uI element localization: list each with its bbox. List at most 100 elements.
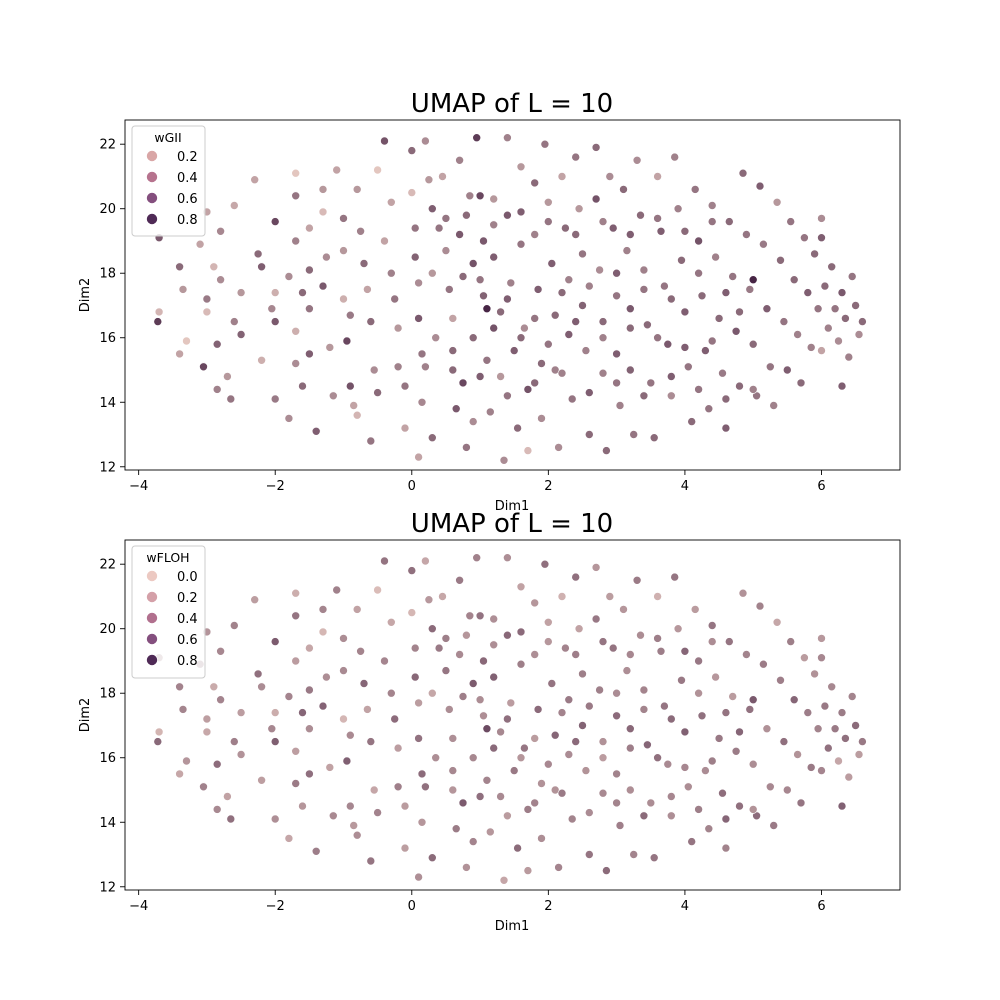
data-point xyxy=(602,446,611,455)
data-point xyxy=(690,605,700,614)
data-point xyxy=(571,737,581,746)
data-point xyxy=(639,265,649,275)
data-point xyxy=(417,397,427,407)
data-point xyxy=(202,727,212,737)
x-axis-label: Dim1 xyxy=(495,499,530,514)
data-point xyxy=(236,288,246,297)
data-point xyxy=(212,385,222,394)
data-point xyxy=(581,766,591,775)
data-point xyxy=(448,734,458,743)
data-point xyxy=(291,168,301,178)
data-point xyxy=(615,821,625,830)
legend-label: 0.8 xyxy=(177,654,198,669)
data-point xyxy=(298,708,307,717)
data-point xyxy=(202,307,212,317)
data-point xyxy=(772,198,782,207)
data-point xyxy=(564,275,574,285)
data-point xyxy=(236,330,246,339)
x-tick-label: −4 xyxy=(129,899,148,914)
y-tick-label: 20 xyxy=(99,622,116,637)
data-point xyxy=(537,414,546,423)
data-point xyxy=(584,850,594,859)
data-point xyxy=(694,688,703,698)
x-tick-label: 0 xyxy=(408,899,416,914)
data-point xyxy=(345,730,355,740)
legend-marker xyxy=(146,612,158,624)
data-point xyxy=(441,634,451,643)
data-point xyxy=(735,801,744,811)
data-point xyxy=(557,788,567,798)
plot-area xyxy=(124,539,901,891)
data-point xyxy=(779,317,789,326)
data-point xyxy=(462,630,471,640)
data-point xyxy=(489,194,499,204)
data-point xyxy=(322,252,331,262)
data-point xyxy=(298,801,307,811)
data-point xyxy=(724,637,734,646)
data-point xyxy=(827,262,837,272)
legend-label: 0.8 xyxy=(177,213,198,228)
data-point xyxy=(694,385,703,394)
data-point xyxy=(199,362,208,372)
data-point xyxy=(591,614,601,624)
data-point xyxy=(540,139,550,149)
data-point xyxy=(202,294,212,304)
data-point xyxy=(721,394,731,404)
data-point xyxy=(489,672,499,682)
data-point xyxy=(612,769,621,779)
data-point xyxy=(837,381,847,391)
data-point xyxy=(216,227,225,236)
data-point xyxy=(748,759,758,769)
data-point xyxy=(639,705,649,714)
legend: wGII 0.2 0.4 0.6 0.8 xyxy=(131,125,206,237)
data-point xyxy=(479,291,488,301)
data-point xyxy=(704,404,714,414)
data-point xyxy=(851,721,860,730)
data-point xyxy=(625,304,635,314)
data-point xyxy=(598,753,608,763)
data-point xyxy=(748,805,758,814)
data-point xyxy=(694,236,703,246)
data-point xyxy=(584,281,594,291)
data-point xyxy=(748,339,758,349)
data-point xyxy=(153,317,163,326)
data-point xyxy=(318,627,328,637)
data-point xyxy=(677,255,686,265)
data-point xyxy=(694,656,703,666)
data-point xyxy=(680,763,690,772)
data-point xyxy=(584,388,594,397)
data-point xyxy=(305,643,314,653)
legend-marker xyxy=(146,633,158,645)
chart-panel-top: UMAP of L = 10 −4 −2 0 2 4 6 12 14 16 18 20 22 Dim… xyxy=(78,89,901,514)
data-point xyxy=(653,753,662,763)
x-tick-label: 0 xyxy=(408,479,416,494)
x-tick-label: 4 xyxy=(681,479,689,494)
data-point xyxy=(591,194,601,204)
data-point xyxy=(571,152,581,162)
data-point xyxy=(455,575,464,585)
data-point xyxy=(318,281,328,291)
x-tick-label: 2 xyxy=(544,479,552,494)
data-point xyxy=(707,336,717,346)
data-point xyxy=(349,401,359,410)
data-point xyxy=(458,272,468,281)
data-point xyxy=(714,314,724,323)
data-point xyxy=(345,310,355,320)
data-point xyxy=(305,724,314,734)
data-point xyxy=(284,834,294,843)
data-point xyxy=(820,701,830,711)
data-point xyxy=(598,637,608,646)
data-point xyxy=(595,265,604,275)
data-point xyxy=(339,214,348,223)
data-point xyxy=(441,214,451,223)
data-point xyxy=(339,666,348,675)
data-point xyxy=(380,136,389,146)
data-point xyxy=(444,705,454,714)
data-point xyxy=(625,743,635,753)
data-point xyxy=(417,817,427,827)
data-point xyxy=(270,317,280,326)
data-point xyxy=(660,701,669,711)
data-point xyxy=(793,750,802,759)
data-point xyxy=(530,378,540,388)
data-point xyxy=(636,630,645,640)
